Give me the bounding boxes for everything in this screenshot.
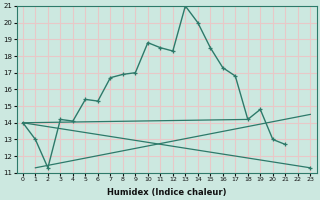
X-axis label: Humidex (Indice chaleur): Humidex (Indice chaleur) [107,188,226,197]
